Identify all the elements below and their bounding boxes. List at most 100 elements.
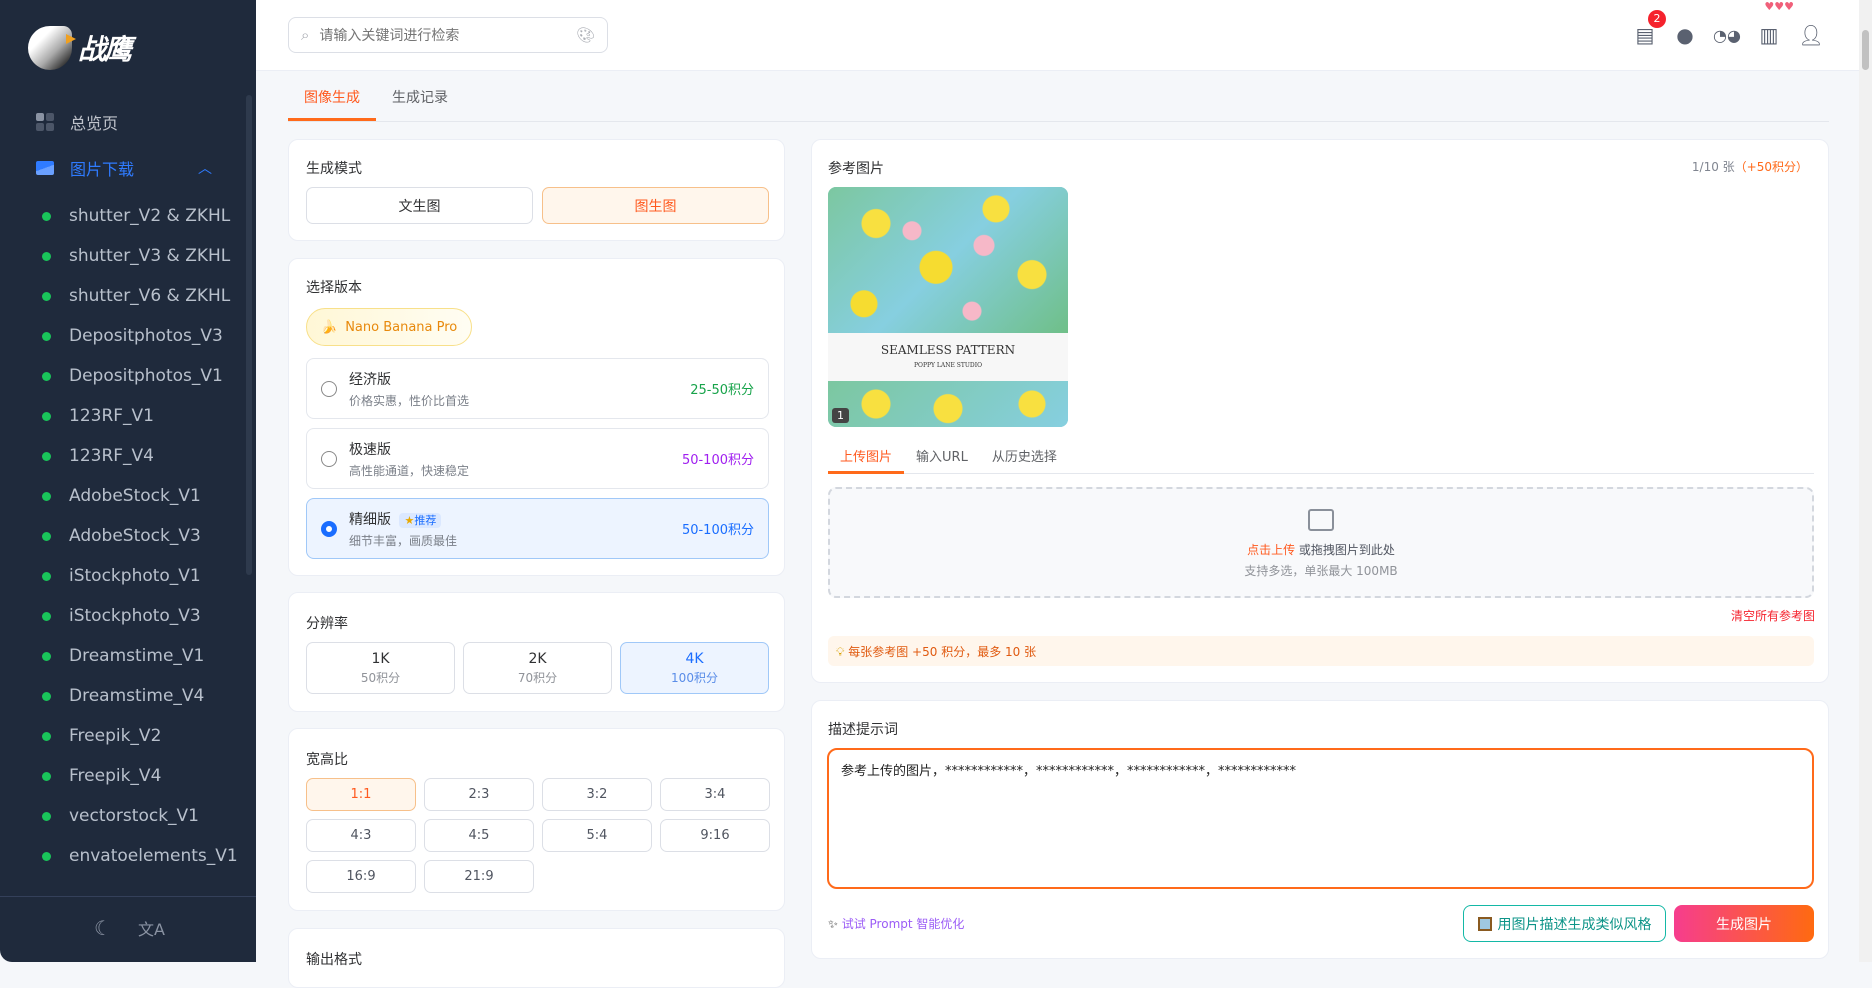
generate-image-button[interactable]: 生成图片 [1674,905,1814,942]
wechat-icon[interactable]: ◔◕ [1713,25,1741,45]
sidebar-subitem[interactable]: vectorstock_V1 [0,796,256,836]
aspect-ratio-grid: 1:1 2:3 3:2 3:4 4:3 4:5 5:4 9:16 16:9 21:9 [306,778,770,893]
resolution-card: 分辨率 1K 50积分 2K 70积分 4K 100积分 [288,592,785,712]
sidebar-subitem-label: AdobeStock_V3 [69,526,201,546]
sidebar-subitem[interactable]: iStockphoto_V3 [0,596,256,636]
image-icon [36,161,54,175]
model-badge[interactable]: 🍌 Nano Banana Pro [306,308,473,346]
sidebar-subitem[interactable]: AdobeStock_V1 [0,476,256,516]
prompt-textarea[interactable]: 参考上传的图片，************，************，******… [827,748,1814,889]
sidebar-subitem[interactable]: Depositphotos_V1 [0,356,256,396]
aspect-ratio-option[interactable]: 4:3 [306,819,416,852]
model-name: Nano Banana Pro [345,319,458,335]
version-title: 选择版本 [306,280,362,296]
sidebar-subitem[interactable]: Depositphotos_V3 [0,316,256,356]
sidebar-subitem-label: envatoelements_V1 [69,846,238,866]
resolution-4k-button[interactable]: 4K 100积分 [620,642,769,694]
sparkle-icon: ✨︎ [828,917,838,931]
prompt-title: 描述提示词 [828,722,898,738]
reference-title: 参考图片 [828,161,884,177]
resolution-1k-button[interactable]: 1K 50积分 [306,642,455,694]
upload-dropzone[interactable]: 点击上传 或拖拽图片到此处 支持多选，单张最大 100MB [828,487,1814,598]
aspect-ratio-option[interactable]: 9:16 [660,819,770,852]
resolution-2k-button[interactable]: 2K 70积分 [463,642,612,694]
sidebar-subitem[interactable]: AdobeStock_V3 [0,516,256,556]
page-scrollbar[interactable] [1859,0,1872,962]
aspect-ratio-option[interactable]: 4:5 [424,819,534,852]
option-price: 50-100积分 [681,523,754,538]
sidebar-subitem[interactable]: shutter_V6 & ZKHL [0,276,256,316]
sidebar-subitem[interactable]: 123RF_V4 [0,436,256,476]
option-price: 25-50积分 [690,383,754,398]
tab-input-url[interactable]: 输入URL [916,450,968,465]
click-upload-link[interactable]: 点击上传 [1247,543,1296,557]
radio-button[interactable] [321,380,337,397]
user-avatar-icon[interactable]: 👤︎ [1798,23,1824,47]
aspect-ratio-option[interactable]: 2:3 [424,778,534,811]
sidebar-subitem-label: Depositphotos_V1 [69,366,223,386]
dark-mode-moon-icon[interactable]: ☾ [94,916,112,940]
sidebar-subitem[interactable]: Freepik_V4 [0,756,256,796]
aspect-ratio-option[interactable]: 21:9 [424,860,534,893]
tab-from-history[interactable]: 从历史选择 [991,450,1057,465]
sidebar-subitem-label: Freepik_V2 [69,726,162,746]
version-option-fine[interactable]: 精细版 ★推荐 细节丰富，画质最佳 50-100积分 [306,498,769,559]
sidebar-subitem[interactable]: Dreamstime_V4 [0,676,256,716]
tab-upload-image[interactable]: 上传图片 [828,440,905,474]
main-tabs: 图像生成 生成记录 [288,84,1829,122]
status-dot-icon [42,211,51,221]
status-dot-icon [42,251,51,261]
sidebar-subitem[interactable]: Freepik_V2 [0,716,256,756]
pattern-image [828,187,1068,333]
sidebar-item-image-download[interactable]: 图片下载 ︿ [0,148,256,188]
clear-references-link[interactable]: 清空所有参考图 [1730,609,1815,623]
upload-tabs: 上传图片 输入URL 从历史选择 [828,440,1814,474]
aspect-ratio-option[interactable]: 16:9 [306,860,416,893]
sidebar-subitem-label: iStockphoto_V3 [69,606,201,626]
tab-generation-history[interactable]: 生成记录 [392,90,448,106]
search-box[interactable]: ⌕ 🎨︎ [288,17,608,53]
image-to-image-button[interactable]: 图生图 [542,187,769,224]
aspect-ratio-option[interactable]: 5:4 [542,819,652,852]
palette-icon[interactable]: 🎨︎ [575,26,595,44]
brand-name: 战鹰 [78,33,132,66]
option-name: 精细版 [349,511,391,528]
translate-icon[interactable]: 文A [138,920,165,939]
tab-image-generation[interactable]: 图像生成 [288,84,376,121]
sidebar-subitem[interactable]: Dreamstime_V1 [0,636,256,676]
lightbulb-icon: 💡︎ [836,645,845,659]
version-option-economy[interactable]: 经济版 价格实惠，性价比首选 25-50积分 [306,358,769,419]
radio-button-checked[interactable] [321,520,337,537]
sidebar-subitem[interactable]: shutter_V3 & ZKHL [0,236,256,276]
aspect-ratio-option[interactable]: 3:2 [542,778,652,811]
prompt-optimize-link[interactable]: ✨︎ 试试 Prompt 智能优化 [828,917,965,931]
message-icon[interactable]: ▤ 2 [1632,10,1666,48]
version-option-fast[interactable]: 极速版 高性能通道，快速稳定 50-100积分 [306,428,769,489]
aspect-ratio-option[interactable]: 1:1 [306,778,416,811]
coffee-cup-icon[interactable]: ▥ ♥♥♥ [1759,0,1794,47]
sidebar-item-label: 总览页 [70,114,119,133]
sidebar-subitem[interactable]: shutter_V2 & ZKHL [0,196,256,236]
status-dot-icon [42,371,51,381]
reference-count: 1/10 张（+50积分） [1691,160,1808,174]
search-input[interactable] [319,27,576,43]
option-desc: 价格实惠，性价比首选 [349,393,470,408]
topbar: ⌕ 🎨︎ ▤2 ● ◔◕ ▥♥♥♥ 👤︎ [256,0,1859,71]
qq-icon[interactable]: ● [1676,23,1694,47]
chevron-up-icon[interactable]: ︿ [198,161,212,177]
reference-image-thumbnail[interactable]: SEAMLESS PATTERN POPPY LANE STUDIO 1 [828,187,1068,427]
aspect-ratio-card: 宽高比 1:1 2:3 3:2 3:4 4:3 4:5 5:4 9:16 16:9 21:9 [288,728,785,911]
sidebar-scrollbar[interactable] [246,95,252,575]
sidebar-item-overview[interactable]: 总览页 [0,102,256,142]
sidebar-subitem[interactable]: envatoelements_V1 [0,836,256,876]
sidebar-subitem[interactable]: 123RF_V1 [0,396,256,436]
describe-image-button[interactable]: 用图片描述生成类似风格 [1463,905,1666,942]
text-to-image-button[interactable]: 文生图 [306,187,533,224]
version-card: 选择版本 🍌 Nano Banana Pro 经济版 价格实惠，性价比首选 25-5… [288,258,785,576]
radio-button[interactable] [321,450,337,467]
status-dot-icon [42,531,51,541]
status-dot-icon [42,571,51,581]
sidebar-subitem[interactable]: iStockphoto_V1 [0,556,256,596]
notification-badge: 2 [1648,10,1666,28]
aspect-ratio-option[interactable]: 3:4 [660,778,770,811]
